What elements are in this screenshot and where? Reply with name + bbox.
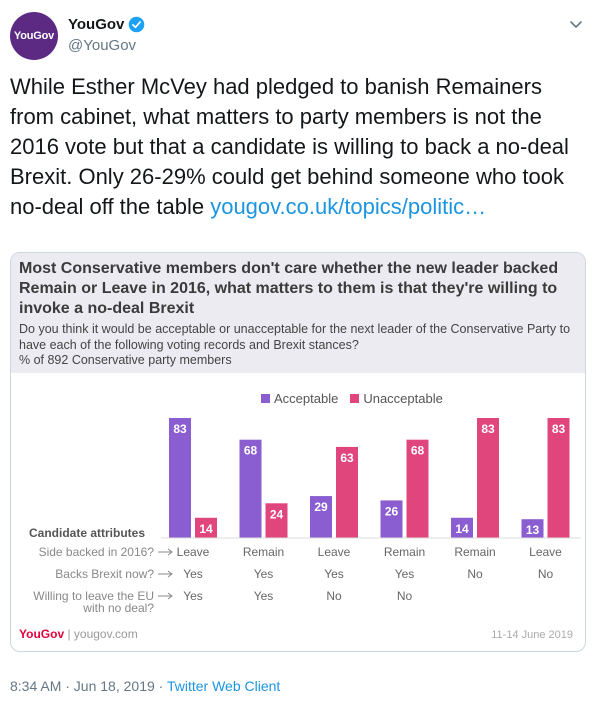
tweet-text: While Esther McVey had pledged to banish… <box>10 72 586 222</box>
column-nodeal-label: Yes <box>254 589 274 603</box>
legend-label-acceptable: Acceptable <box>274 391 339 406</box>
bar-unacceptable <box>265 503 288 538</box>
data-label-unacceptable: 14 <box>199 522 213 536</box>
author-name[interactable]: YouGov <box>68 16 145 33</box>
column-backs-label: Yes <box>324 567 344 581</box>
tweet-header: YouGov YouGov @YouGov <box>10 10 586 62</box>
x-axis-title: Candidate attributes <box>29 526 145 540</box>
column-nodeal-label: Yes <box>183 589 203 603</box>
bar-unacceptable <box>336 446 358 538</box>
tweet-client[interactable]: Twitter Web Client <box>166 678 281 694</box>
legend-acceptable: Acceptable <box>261 391 338 406</box>
column-side-label: Remain <box>243 545 284 559</box>
author-block: YouGov @YouGov <box>68 16 145 54</box>
bar-chart: Candidate attributes 83 14 Leave Yes Yes 68 24 R… <box>29 418 581 615</box>
row-label: Backs Brexit now? <box>55 567 154 581</box>
row-label: Side backed in 2016? <box>39 545 155 559</box>
footer-logo: YouGov <box>19 627 65 641</box>
legend-swatch-unacceptable <box>350 394 360 403</box>
chart-legend: Acceptable Unacceptable <box>261 391 443 406</box>
data-label-acceptable: 26 <box>385 504 399 518</box>
footer-date: 11-14 June 2019 <box>491 629 573 641</box>
column-side-label: Leave <box>177 545 210 559</box>
bar-unacceptable <box>406 439 429 538</box>
column-backs-label: Yes <box>395 567 415 581</box>
legend-label-unacceptable: Unacceptable <box>363 391 443 406</box>
data-label-acceptable: 68 <box>244 444 258 458</box>
data-label-acceptable: 14 <box>455 522 469 536</box>
bar-acceptable <box>169 418 191 538</box>
column-side-label: Remain <box>454 545 495 559</box>
row-arrow-head <box>167 548 173 556</box>
bar-unacceptable <box>477 418 499 538</box>
column-backs-label: No <box>538 567 554 581</box>
tweet-body: While Esther McVey had pledged to banish… <box>10 74 569 219</box>
chart-card[interactable]: Most Conservative members don't care whe… <box>10 252 586 652</box>
legend-swatch-acceptable <box>261 394 270 403</box>
chart-base: % of 892 Conservative party members <box>19 353 232 367</box>
tweet-timestamp[interactable]: 8:34 AM · Jun 18, 2019 · <box>10 678 167 694</box>
column-nodeal-label: No <box>326 589 342 603</box>
column-backs-label: Yes <box>183 567 203 581</box>
author-handle[interactable]: @YouGov <box>68 37 137 54</box>
data-label-unacceptable: 83 <box>552 422 566 436</box>
bar-acceptable <box>310 496 332 538</box>
legend-unacceptable: Unacceptable <box>350 391 443 406</box>
bar-acceptable <box>380 500 403 538</box>
chart-subtitle: Do you think it would be acceptable or u… <box>19 322 571 352</box>
column-nodeal-label: No <box>397 589 413 603</box>
data-label-acceptable: 13 <box>526 523 540 537</box>
bar-acceptable <box>521 519 544 538</box>
row-arrow-head <box>167 592 173 600</box>
chart-title: Most Conservative members don't care whe… <box>19 260 559 317</box>
data-label-unacceptable: 68 <box>411 444 425 458</box>
verified-badge-icon <box>129 16 145 33</box>
column-backs-label: Yes <box>254 567 274 581</box>
column-backs-label: No <box>467 567 483 581</box>
row-arrow-head <box>167 570 173 578</box>
data-label-acceptable: 29 <box>314 500 328 514</box>
tweet-link[interactable]: yougov.co.uk/topics/politic… <box>210 194 487 219</box>
data-label-unacceptable: 63 <box>340 451 354 465</box>
row-label: with no deal? <box>82 601 154 615</box>
data-label-acceptable: 83 <box>173 422 187 436</box>
tweet-meta: 8:34 AM · Jun 18, 2019 · Twitter Web Cli… <box>10 678 280 694</box>
card-header <box>11 253 585 373</box>
column-side-label: Remain <box>384 545 425 559</box>
display-name[interactable]: YouGov <box>68 16 125 33</box>
data-label-unacceptable: 24 <box>270 507 284 521</box>
row-label: Willing to leave the EU <box>33 589 154 603</box>
column-side-label: Leave <box>529 545 562 559</box>
bar-unacceptable <box>547 418 570 538</box>
bar-acceptable <box>451 517 473 538</box>
chevron-down-icon[interactable] <box>568 16 584 32</box>
footer-brand: YouGov | yougov.com <box>19 627 138 641</box>
footer-site: | yougov.com <box>64 627 138 641</box>
column-side-label: Leave <box>318 545 351 559</box>
bar-acceptable <box>239 439 262 538</box>
bar-unacceptable <box>195 517 217 538</box>
avatar[interactable]: YouGov <box>10 12 58 60</box>
data-label-unacceptable: 83 <box>481 422 495 436</box>
